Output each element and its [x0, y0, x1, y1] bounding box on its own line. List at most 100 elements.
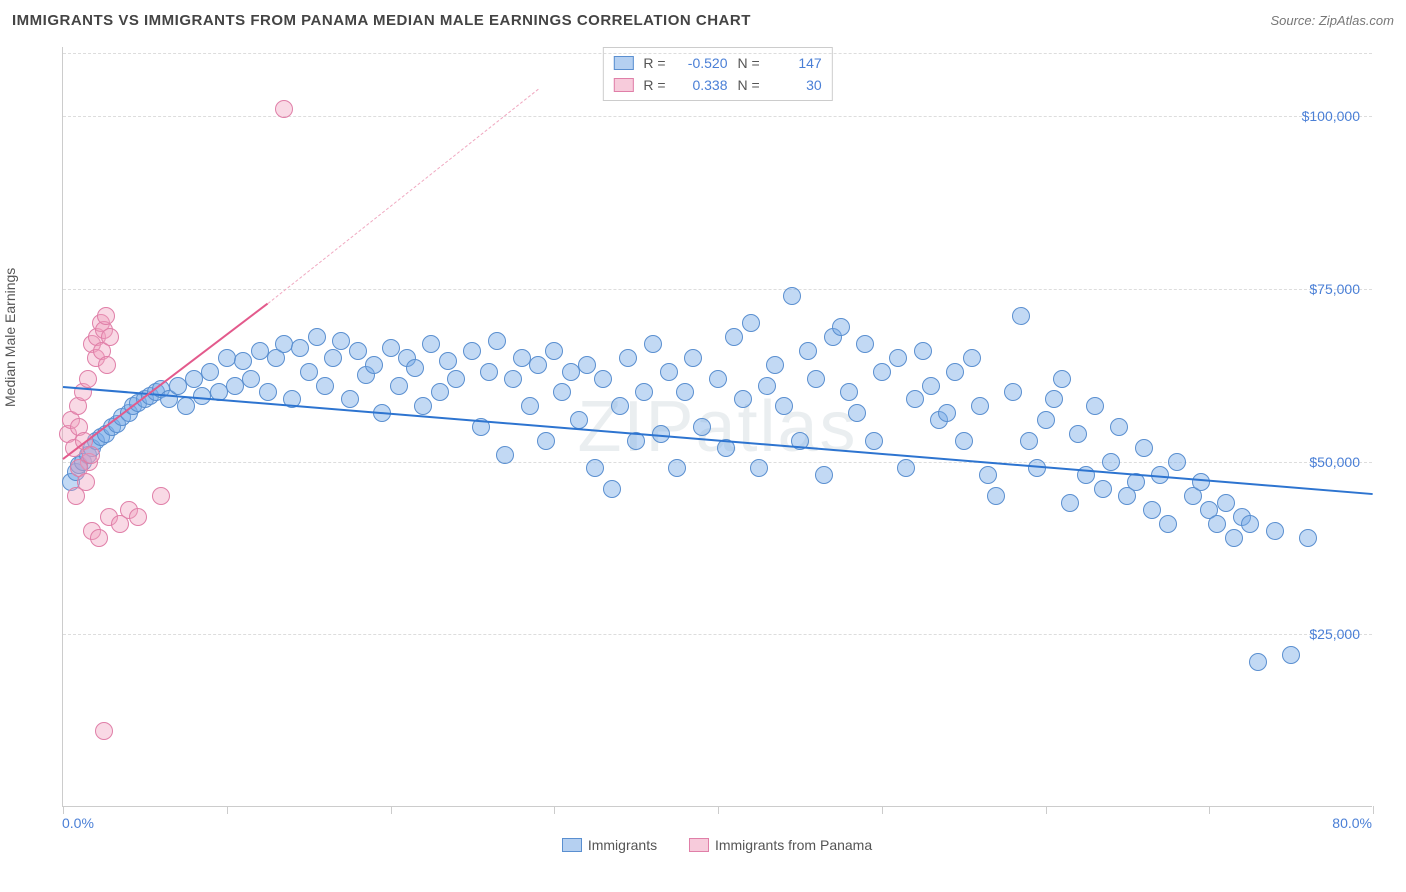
data-point [1028, 459, 1046, 477]
header: IMMIGRANTS VS IMMIGRANTS FROM PANAMA MED… [12, 12, 1394, 29]
x-max-label: 80.0% [1332, 815, 1372, 831]
data-point [300, 363, 318, 381]
data-point [873, 363, 891, 381]
data-point [1020, 432, 1038, 450]
data-point [603, 480, 621, 498]
data-point [406, 359, 424, 377]
x-min-label: 0.0% [62, 815, 94, 831]
data-point [742, 314, 760, 332]
data-point [1012, 307, 1030, 325]
bottom-legend: Immigrants Immigrants from Panama [62, 837, 1372, 855]
data-point [316, 377, 334, 395]
r-value: 0.338 [676, 74, 728, 96]
data-point [856, 335, 874, 353]
stats-legend-box: R = -0.520 N = 147 R = 0.338 N = 30 [602, 47, 832, 101]
data-point [218, 349, 236, 367]
data-point [758, 377, 776, 395]
data-point [545, 342, 563, 360]
data-point [1249, 653, 1267, 671]
data-point [906, 390, 924, 408]
data-point [177, 397, 195, 415]
source-label: Source: ZipAtlas.com [1270, 13, 1394, 28]
data-point [422, 335, 440, 353]
data-point [67, 487, 85, 505]
data-point [234, 352, 252, 370]
data-point [799, 342, 817, 360]
data-point [439, 352, 457, 370]
y-tick-label: $25,000 [1309, 626, 1360, 642]
data-point [308, 328, 326, 346]
data-point [275, 335, 293, 353]
data-point [169, 377, 187, 395]
data-point [1225, 529, 1243, 547]
data-point [101, 328, 119, 346]
data-point [480, 363, 498, 381]
gridline [63, 634, 1372, 635]
data-point [734, 390, 752, 408]
x-tick [1046, 806, 1047, 814]
data-point [129, 508, 147, 526]
swatch-icon [613, 78, 633, 92]
data-point [275, 100, 293, 118]
swatch-icon [689, 838, 709, 852]
data-point [938, 404, 956, 422]
data-point [1208, 515, 1226, 533]
data-point [955, 432, 973, 450]
trend-line [63, 386, 1373, 495]
data-point [922, 377, 940, 395]
data-point [725, 328, 743, 346]
n-value: 147 [770, 52, 822, 74]
data-point [1110, 418, 1128, 436]
data-point [185, 370, 203, 388]
x-tick [391, 806, 392, 814]
y-tick-label: $75,000 [1309, 281, 1360, 297]
data-point [562, 363, 580, 381]
data-point [341, 390, 359, 408]
x-tick [63, 806, 64, 814]
data-point [90, 529, 108, 547]
data-point [537, 432, 555, 450]
data-point [611, 397, 629, 415]
data-point [1045, 390, 1063, 408]
x-tick [718, 806, 719, 814]
data-point [848, 404, 866, 422]
data-point [1102, 453, 1120, 471]
gridline [63, 289, 1372, 290]
gridline [63, 116, 1372, 117]
data-point [1282, 646, 1300, 664]
data-point [1069, 425, 1087, 443]
data-point [553, 383, 571, 401]
data-point [365, 356, 383, 374]
data-point [832, 318, 850, 336]
data-point [635, 383, 653, 401]
n-value: 30 [770, 74, 822, 96]
data-point [82, 446, 100, 464]
data-point [447, 370, 465, 388]
data-point [807, 370, 825, 388]
data-point [570, 411, 588, 429]
data-point [98, 356, 116, 374]
data-point [504, 370, 522, 388]
data-point [946, 363, 964, 381]
data-point [693, 418, 711, 436]
data-point [414, 397, 432, 415]
legend-item: Immigrants [562, 837, 657, 853]
y-tick-label: $100,000 [1302, 108, 1360, 124]
data-point [382, 339, 400, 357]
data-point [586, 459, 604, 477]
y-axis-label: Median Male Earnings [2, 268, 18, 407]
data-point [1168, 453, 1186, 471]
data-point [709, 370, 727, 388]
data-point [775, 397, 793, 415]
data-point [971, 397, 989, 415]
data-point [987, 487, 1005, 505]
data-point [979, 466, 997, 484]
data-point [1143, 501, 1161, 519]
data-point [1086, 397, 1104, 415]
data-point [488, 332, 506, 350]
stats-row: R = 0.338 N = 30 [613, 74, 821, 96]
data-point [513, 349, 531, 367]
x-tick [1209, 806, 1210, 814]
data-point [226, 377, 244, 395]
data-point [815, 466, 833, 484]
